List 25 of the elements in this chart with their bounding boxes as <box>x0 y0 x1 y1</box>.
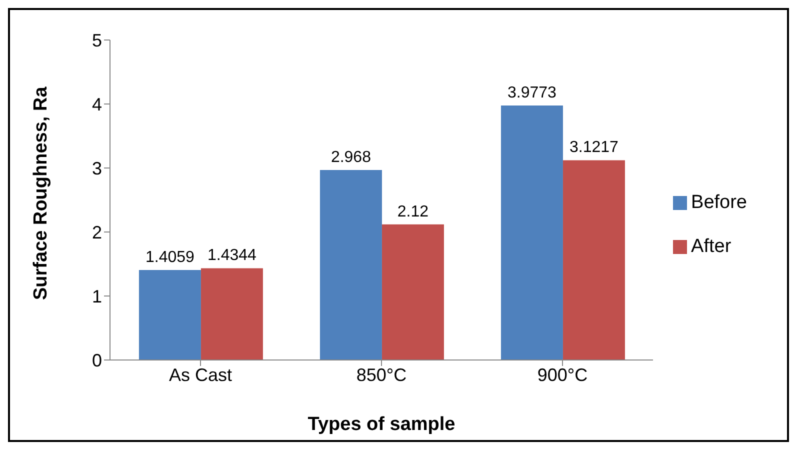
bar <box>500 105 563 360</box>
y-tick-label: 5 <box>92 30 102 50</box>
data-label: 2.12 <box>397 203 429 220</box>
bar <box>320 170 382 360</box>
x-axis-title: Types of sample <box>308 414 456 435</box>
legend-label: Before <box>691 192 747 213</box>
y-tick-label: 0 <box>92 350 102 370</box>
bar <box>382 224 444 360</box>
y-axis-title: Surface Roughness, Ra <box>30 86 52 300</box>
bar <box>200 268 263 360</box>
y-tick-label: 2 <box>92 222 102 242</box>
data-label: 1.4059 <box>145 249 195 266</box>
y-tick-label: 4 <box>92 94 102 114</box>
y-tick-label: 1 <box>92 286 102 306</box>
x-tick-label: 850°C <box>356 364 407 385</box>
x-tick-label: As Cast <box>168 364 232 385</box>
data-label: 2.968 <box>330 149 372 166</box>
legend-label: After <box>691 236 732 257</box>
bar <box>562 160 625 360</box>
y-tick-label: 3 <box>92 158 102 178</box>
x-tick-label: 900°C <box>537 364 588 385</box>
bar <box>138 270 201 360</box>
data-label: 1.4344 <box>207 247 257 264</box>
data-label: 3.9773 <box>508 84 557 102</box>
data-label: 3.1217 <box>570 139 619 156</box>
